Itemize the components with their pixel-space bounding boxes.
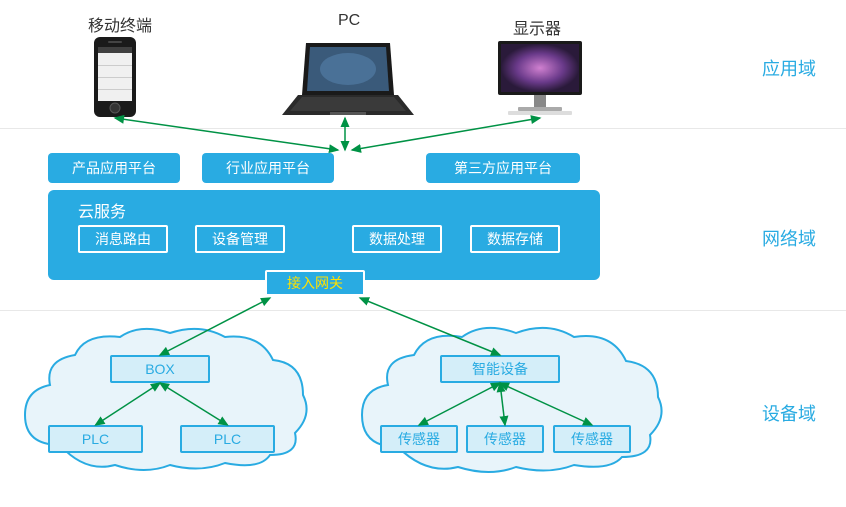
pc-label: PC — [338, 12, 360, 30]
service-device-mgmt: 设备管理 — [195, 225, 285, 253]
monitor-label: 显示器 — [513, 15, 561, 39]
domain-label-net: 网络域 — [762, 225, 816, 251]
node-sensor2: 传感器 — [466, 425, 544, 453]
domain-label-app: 应用域 — [762, 55, 816, 81]
node-sensor1: 传感器 — [380, 425, 458, 453]
mobile-label: 移动终端 — [88, 12, 152, 36]
monitor-icon — [490, 37, 590, 117]
service-data-process: 数据处理 — [352, 225, 442, 253]
platform-industry: 行业应用平台 — [202, 153, 334, 183]
diagram-root: 应用域 网络域 设备域 移动终端 PC 显示器 — [0, 0, 846, 507]
platform-product: 产品应用平台 — [48, 153, 180, 183]
node-box: BOX — [110, 355, 210, 383]
node-plc1: PLC — [48, 425, 143, 453]
mobile-icon — [90, 35, 140, 119]
service-data-store: 数据存储 — [470, 225, 560, 253]
service-msg-route: 消息路由 — [78, 225, 168, 253]
divider-1 — [0, 128, 846, 129]
pc-icon — [278, 35, 418, 119]
node-sensor3: 传感器 — [553, 425, 631, 453]
domain-label-dev: 设备域 — [762, 400, 816, 426]
node-plc2: PLC — [180, 425, 275, 453]
platform-thirdparty: 第三方应用平台 — [426, 153, 580, 183]
gateway-box: 接入网关 — [265, 270, 365, 296]
cloud-service-title: 云服务 — [78, 198, 126, 222]
node-smart: 智能设备 — [440, 355, 560, 383]
divider-2 — [0, 310, 846, 311]
